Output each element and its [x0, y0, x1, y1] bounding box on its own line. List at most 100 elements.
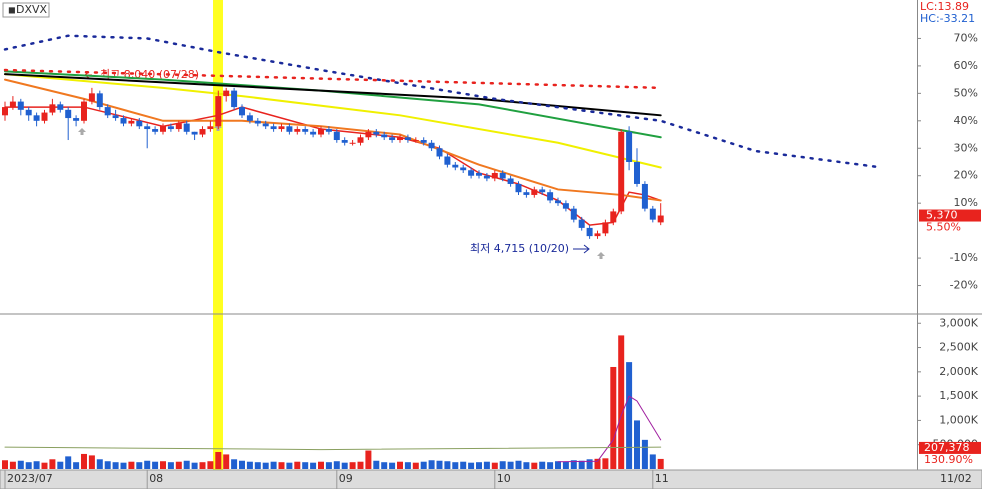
volume-bar: [570, 460, 577, 469]
candle-body: [302, 129, 309, 132]
volume-bar: [112, 462, 119, 469]
volume-bar: [333, 461, 340, 469]
last-date-label: 11/02: [940, 472, 972, 485]
candle-body: [626, 131, 633, 162]
volume-bar: [483, 461, 490, 469]
volume-bar: [144, 460, 151, 469]
candle-body: [365, 131, 372, 138]
candle-body: [128, 120, 135, 124]
volume-bar: [246, 461, 253, 469]
candle-body: [436, 148, 443, 157]
candle-body: [539, 189, 546, 193]
candle-body: [649, 208, 656, 220]
candle-body: [175, 123, 182, 130]
volume-bar: [160, 461, 166, 469]
candle-body: [262, 123, 269, 127]
title-icon: ■: [8, 6, 16, 15]
volume-bar: [531, 462, 538, 469]
candle-body: [25, 109, 32, 116]
volume-bar: [302, 462, 309, 469]
candle-body: [183, 123, 190, 132]
volume-bar: [491, 462, 498, 469]
volume-bar: [81, 453, 87, 469]
volume-bar: [17, 460, 24, 469]
volume-bar: [341, 462, 348, 469]
candle-body: [167, 126, 174, 130]
volume-bar: [349, 462, 356, 469]
volume-bar: [310, 462, 317, 469]
volume-bar: [136, 462, 143, 469]
candle-body: [191, 131, 198, 135]
volume-tick-label: 1,000K: [939, 413, 978, 426]
candle-body: [381, 134, 388, 138]
low-annotation: 최저 4,715 (10/20): [470, 242, 569, 255]
candle-body: [246, 115, 253, 121]
volume-bar: [96, 459, 103, 469]
candle-body: [586, 227, 593, 237]
candle-body: [420, 140, 427, 143]
candle-body: [634, 161, 640, 184]
volume-bar: [420, 461, 427, 469]
y-tick-label: 70%: [954, 31, 978, 44]
candle-body: [231, 90, 238, 108]
volume-tick-label: 3,000K: [939, 316, 978, 329]
candle-body: [310, 131, 317, 135]
candle-body: [507, 178, 514, 184]
chart-title: DXVX: [16, 3, 48, 16]
volume-bar: [460, 461, 467, 469]
candle-body: [578, 219, 585, 228]
candle-body: [610, 211, 617, 223]
x-tick-label: 11: [655, 472, 669, 485]
y-tick-label: 30%: [954, 141, 978, 154]
candle-body: [112, 115, 119, 119]
candle-body: [33, 115, 40, 121]
candle-body: [531, 189, 538, 195]
volume-bar: [499, 461, 506, 469]
indicator-line: [4, 78, 662, 202]
volume-bar: [555, 461, 561, 469]
candle-body: [136, 120, 143, 127]
candle-body: [562, 203, 569, 209]
volume-bar: [452, 462, 459, 469]
last-price-box: [919, 209, 981, 222]
volume-bar: [239, 460, 245, 469]
volume-bar: [381, 462, 388, 469]
candle-body: [239, 107, 245, 116]
indicator-line: [3, 34, 884, 169]
volume-bar: [539, 461, 546, 469]
candle-body: [468, 170, 475, 176]
y-tick-label: 50%: [954, 86, 978, 99]
y-tick-label: 40%: [954, 114, 978, 127]
candle-body: [152, 129, 159, 132]
candle-body: [618, 131, 625, 212]
volume-bar: [318, 461, 324, 469]
volume-bar: [167, 462, 174, 469]
volume-bar: [373, 460, 380, 469]
candle-body: [357, 137, 364, 143]
last-volume-label: 207,378: [924, 441, 970, 454]
y-tick-label: 60%: [954, 59, 978, 72]
y-tick-label: -10%: [950, 251, 978, 264]
volume-bar: [2, 460, 8, 469]
volume-bar: [641, 439, 648, 469]
candle-body: [404, 137, 411, 141]
volume-bar: [586, 459, 593, 469]
volume-bar: [602, 458, 609, 469]
candle-body: [333, 131, 340, 141]
candle-body: [397, 137, 403, 141]
volume-bar: [175, 461, 182, 469]
candle-body: [17, 101, 24, 110]
candle-body: [555, 200, 561, 204]
y-tick-label: 20%: [954, 169, 978, 182]
candle-body: [476, 172, 482, 176]
indicator-line: [4, 446, 662, 451]
x-tick-label: 08: [149, 472, 163, 485]
candle-body: [389, 137, 396, 141]
volume-bar: [476, 462, 482, 469]
volume-bar: [365, 450, 372, 469]
volume-bar: [428, 460, 435, 469]
volume-bar: [191, 462, 198, 469]
last-price-label: 5,370: [926, 209, 958, 222]
candle-body: [144, 126, 151, 130]
candle-body: [483, 175, 490, 179]
